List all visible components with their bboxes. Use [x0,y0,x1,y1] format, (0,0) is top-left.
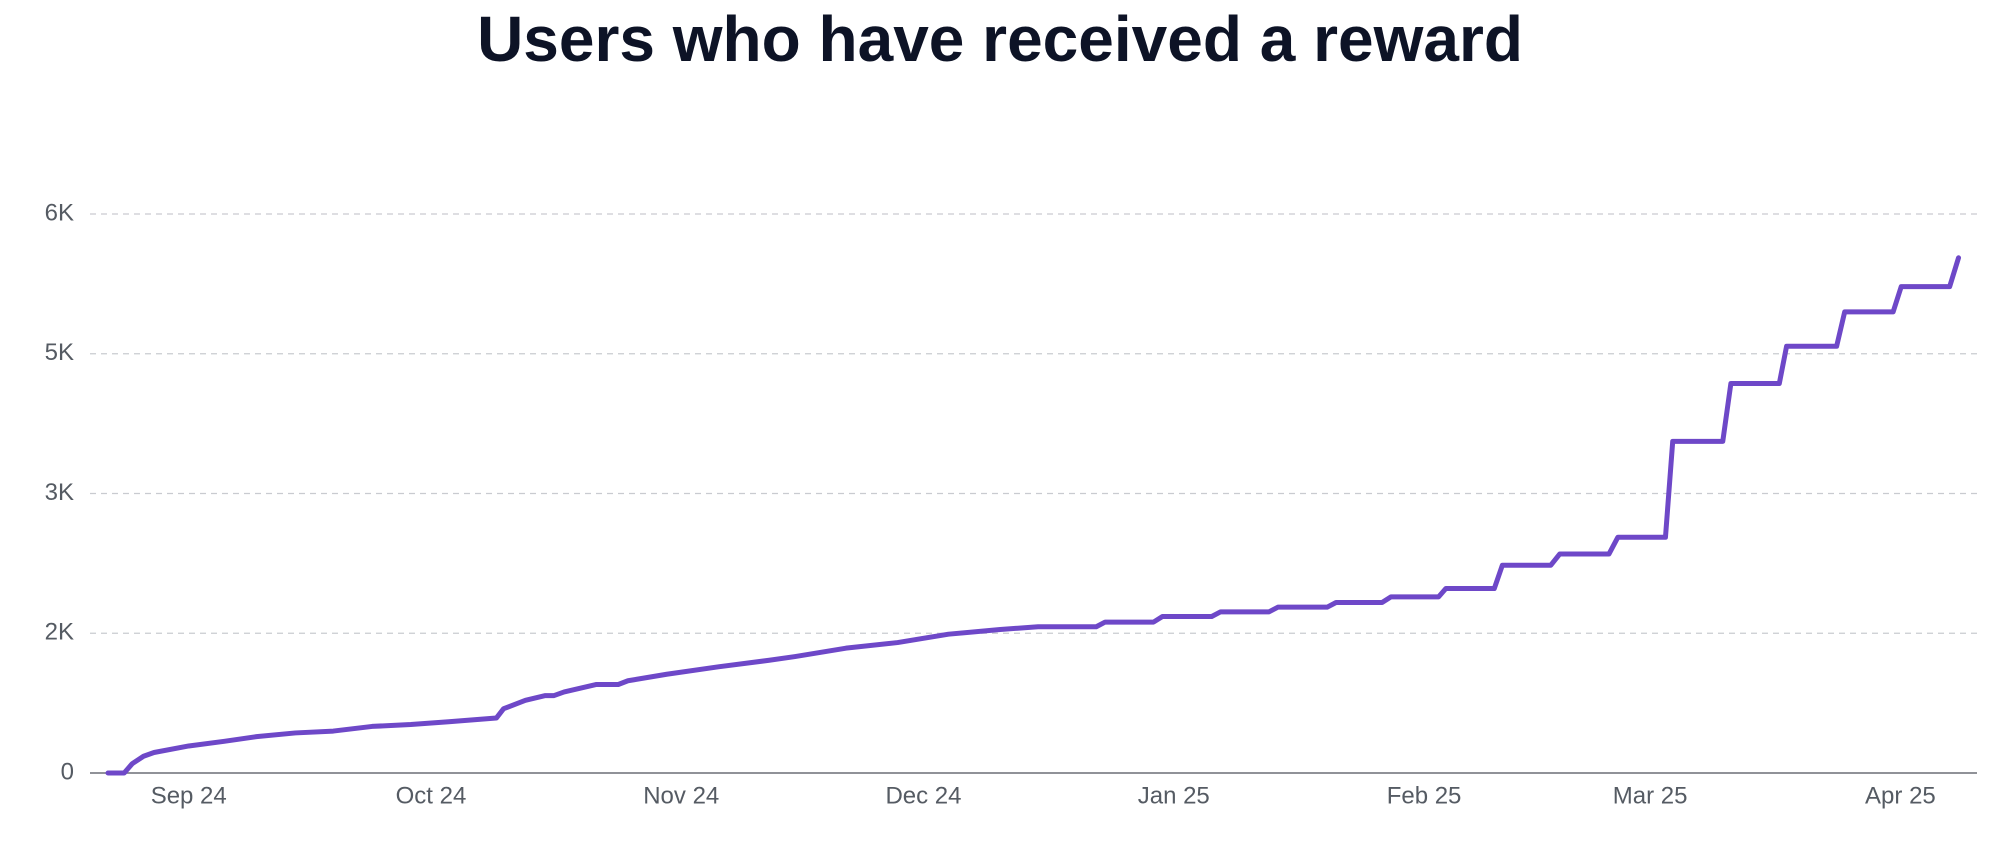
data-line [105,255,1962,776]
y-tick-label: 6K [45,199,74,226]
x-tick-label: Dec 24 [885,782,961,809]
x-tick-label: Apr 25 [1865,782,1936,809]
y-tick-label: 0 [61,758,74,785]
x-tick-label: Oct 24 [396,782,467,809]
x-tick-label: Feb 25 [1387,782,1462,809]
y-tick-label: 5K [45,339,74,366]
y-tick-label: 2K [45,619,74,646]
y-tick-label: 3K [45,479,74,506]
x-tick-label: Jan 25 [1138,782,1210,809]
x-tick-label: Sep 24 [151,782,227,809]
chart-title: Users who have received a reward [477,3,1523,75]
x-tick-label: Nov 24 [643,782,719,809]
x-tick-label: Mar 25 [1613,782,1688,809]
